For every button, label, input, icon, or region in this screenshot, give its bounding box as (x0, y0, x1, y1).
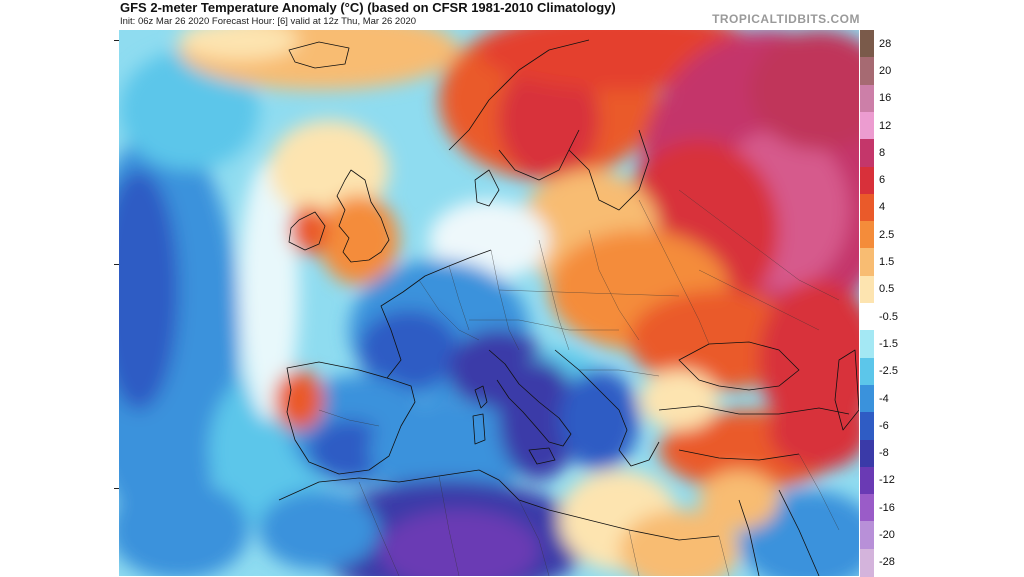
legend-label: 28 (879, 37, 892, 50)
legend-swatch (860, 221, 874, 250)
forecast-info: Init: 06z Mar 26 2020 Forecast Hour: [6]… (120, 16, 417, 27)
legend-label: 1.5 (879, 256, 895, 269)
legend-swatch (860, 166, 874, 195)
legend-label: -1.5 (879, 337, 898, 350)
legend-swatch (860, 548, 874, 577)
legend-label: 12 (879, 119, 892, 132)
legend-swatch (860, 84, 874, 113)
country-borders (318, 189, 840, 576)
legend-label: 2.5 (879, 228, 895, 241)
legend-swatch (860, 30, 874, 58)
color-legend: 28 20 16 12 8 6 4 2.5 1.5 0.5 -0.5 -1.5 -2.5 -4 -6 -8 -1… (860, 30, 904, 577)
legend-swatch (860, 439, 874, 468)
legend-label: -20 (879, 529, 895, 542)
legend-swatch (860, 494, 874, 523)
legend-swatch (860, 357, 874, 386)
legend-label: -6 (879, 419, 889, 432)
legend-label: -2.5 (879, 365, 898, 378)
map-title: GFS 2-meter Temperature Anomaly (°C) (ba… (120, 0, 616, 15)
legend-swatch (860, 248, 874, 277)
legend-swatch (860, 330, 874, 359)
legend-label: -0.5 (879, 310, 898, 323)
legend-label: 0.5 (879, 283, 895, 296)
legend-swatch (860, 193, 874, 222)
legend-label: 4 (879, 201, 886, 214)
legend-swatch (860, 521, 874, 550)
legend-swatch (860, 111, 874, 140)
legend-label: -4 (879, 392, 889, 405)
legend-label: 6 (879, 174, 886, 187)
legend-label: -28 (879, 556, 895, 569)
legend-label: 20 (879, 64, 892, 77)
legend-label: 8 (879, 146, 886, 159)
legend-swatch (860, 139, 874, 168)
left-axis-tick (114, 488, 119, 489)
left-axis-tick (114, 40, 119, 41)
legend-swatch (860, 384, 874, 413)
left-axis-tick (114, 264, 119, 265)
legend-swatch (860, 466, 874, 495)
anomaly-map (119, 30, 859, 576)
legend-label: -8 (879, 447, 889, 460)
legend-swatch (860, 57, 874, 86)
brand-watermark: TROPICALTIDBITS.COM (712, 12, 860, 26)
legend-label: 16 (879, 92, 892, 105)
legend-label: -12 (879, 474, 895, 487)
anomaly-field (119, 30, 859, 576)
legend-swatch (860, 412, 874, 441)
legend-label: -16 (879, 501, 895, 514)
legend-swatch (860, 303, 874, 331)
coastlines (278, 39, 859, 576)
legend-swatch (860, 275, 874, 304)
